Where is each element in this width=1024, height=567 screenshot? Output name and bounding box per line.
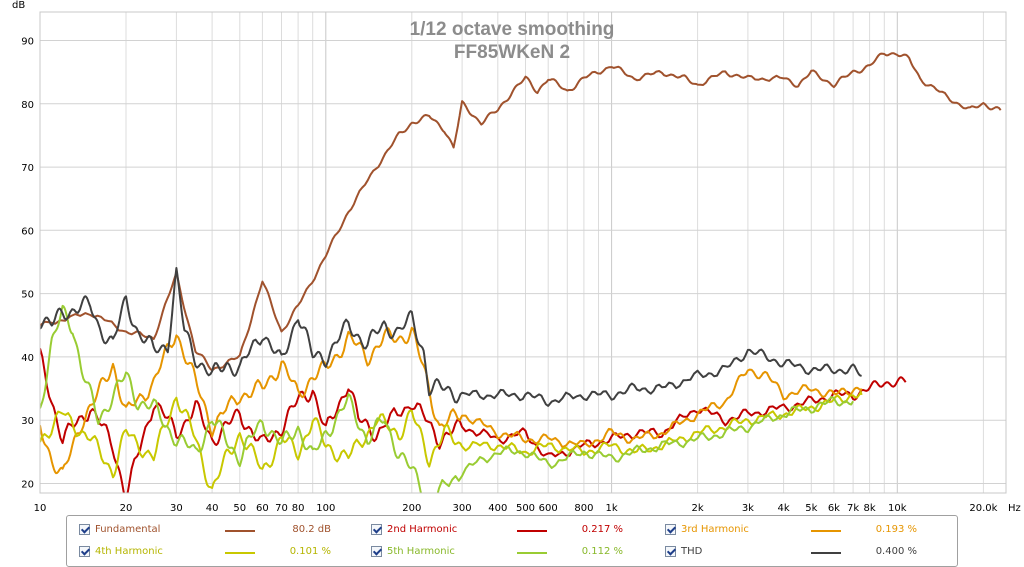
legend-value: 0.112 %	[581, 546, 623, 557]
legend-label: 3rd Harmonic	[681, 524, 749, 535]
x-tick-label: 600	[539, 503, 558, 514]
legend-label: 2nd Harmonic	[387, 524, 458, 535]
legend-label: 4th Harmonic	[95, 546, 163, 557]
chart-subtitle: FF85WKeN 2	[454, 42, 570, 63]
y-tick-label: 30	[21, 416, 34, 427]
x-tick-label: 100	[316, 503, 335, 514]
x-tick-label: 3k	[742, 503, 754, 514]
legend-swatch	[517, 552, 547, 554]
legend-label: Fundamental	[95, 524, 161, 535]
x-tick-label: 6k	[828, 503, 840, 514]
x-tick-label: 30	[170, 503, 183, 514]
series-line-2nd-harmonic	[40, 348, 907, 493]
legend-swatch	[225, 530, 255, 532]
x-tick-label: 70	[275, 503, 288, 514]
series-line-fundamental	[40, 52, 1002, 372]
series-line-5th-harmonic	[40, 304, 854, 493]
legend-swatch	[811, 530, 841, 532]
y-tick-label: 50	[21, 290, 34, 301]
x-tick-label: 80	[292, 503, 305, 514]
legend-value: 80.2 dB	[292, 524, 331, 535]
series-line-thd	[40, 267, 862, 407]
checkbox-icon[interactable]	[371, 546, 382, 557]
x-tick-label: 50	[233, 503, 246, 514]
x-tick-label: 7k	[847, 503, 859, 514]
legend-label: THD	[681, 546, 703, 557]
legend-value: 0.217 %	[581, 524, 623, 535]
y-tick-label: 60	[21, 226, 34, 237]
y-tick-label: 20	[21, 480, 34, 491]
x-tick-label: 8k	[864, 503, 876, 514]
x-tick-label: 400	[488, 503, 507, 514]
axis-ticks: 20 30 40 50 60 70 80 90 10 20 30 40 50 60 70 80 100 200 30…	[21, 37, 997, 515]
legend-swatch	[225, 552, 255, 554]
y-axis-label: dB	[12, 0, 25, 11]
x-tick-label: 10k	[888, 503, 907, 514]
x-tick-label: 300	[453, 503, 472, 514]
x-tick-label: 500	[516, 503, 535, 514]
series-line-4th-harmonic	[40, 391, 863, 489]
plot-frame	[39, 11, 1007, 494]
chart-svg: 20 30 40 50 60 70 80 90 10 20 30 40 50 60 70 80 100 200 30…	[12, 0, 1021, 515]
legend-label: 5th Harmonic	[387, 546, 455, 557]
legend-value: 0.400 %	[875, 546, 917, 557]
x-tick-label: 20.0k	[969, 503, 997, 514]
x-tick-label: 60	[256, 503, 269, 514]
chart-title: 1/12 octave smoothing	[410, 19, 615, 40]
x-tick-label: 200	[402, 503, 421, 514]
checkbox-icon[interactable]	[79, 524, 90, 535]
checkbox-icon[interactable]	[79, 546, 90, 557]
x-tick-label: 20	[120, 503, 133, 514]
legend-swatch	[517, 530, 547, 532]
checkbox-icon[interactable]	[665, 546, 676, 557]
x-tick-label: 2k	[692, 503, 704, 514]
x-axis-unit: Hz	[1008, 503, 1021, 514]
x-tick-label: 10	[34, 503, 47, 514]
checkbox-icon[interactable]	[371, 524, 382, 535]
x-tick-label: 5k	[805, 503, 817, 514]
y-tick-label: 90	[21, 37, 34, 48]
x-tick-label: 1k	[606, 503, 618, 514]
y-tick-label: 80	[21, 100, 34, 111]
legend: Fundamental 80.2 dB 2nd Harmonic 0.217 %…	[66, 515, 958, 567]
series-line-3rd-harmonic	[40, 326, 863, 475]
plot-area	[40, 52, 1002, 493]
legend-value: 0.101 %	[289, 546, 331, 557]
y-tick-label: 70	[21, 163, 34, 174]
x-tick-label: 4k	[778, 503, 790, 514]
x-tick-label: 40	[206, 503, 219, 514]
checkbox-icon[interactable]	[665, 524, 676, 535]
y-tick-label: 40	[21, 353, 34, 364]
legend-value: 0.193 %	[875, 524, 917, 535]
x-tick-label: 800	[574, 503, 593, 514]
legend-swatch	[811, 552, 841, 554]
